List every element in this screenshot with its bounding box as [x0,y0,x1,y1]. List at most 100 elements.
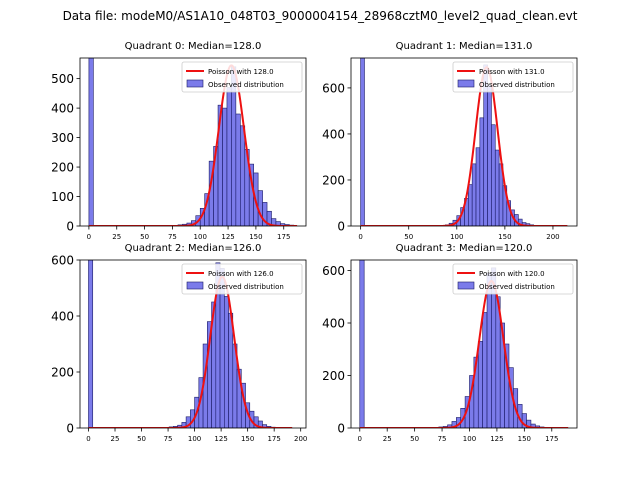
y-tick-label: 200 [51,161,74,175]
histogram-bar [360,58,365,226]
histogram-bar [88,58,94,226]
x-tick-label: 175 [545,435,558,443]
y-tick-label: 200 [322,369,345,383]
x-tick-label: 175 [267,435,280,443]
legend-line-label: Poisson with 128.0 [208,68,274,76]
histogram-bar [471,163,477,226]
x-tick-label: 75 [168,233,177,241]
y-tick-label: 0 [66,220,74,234]
x-tick-label: 200 [294,435,307,443]
x-tick-label: 0 [358,233,362,241]
histogram-bar [226,87,232,226]
x-tick-label: 175 [277,233,290,241]
axes-frame [79,57,307,227]
x-tick-label: 25 [383,435,392,443]
x-tick-label: 50 [410,435,419,443]
histogram-bar [491,124,496,226]
poisson-fit-line [88,64,298,226]
y-tick-label: 100 [51,190,74,204]
plot-area [88,58,298,226]
subplot-title: Quadrant 2: Median=126.0 [125,243,262,254]
histogram-bar [359,260,365,428]
legend-bar-label: Observed distribution [208,81,284,89]
x-tick-label: 100 [194,233,207,241]
x-tick-label: 25 [112,233,121,241]
x-tick-label: 150 [241,435,254,443]
y-tick-label: 0 [337,220,345,234]
legend-box [181,61,303,93]
plot-area [88,260,293,428]
histogram-bar [486,272,492,428]
subplot-title: Quadrant 0: Median=128.0 [125,41,262,52]
y-tick-label: 0 [66,422,74,436]
poisson-fit-line [359,279,569,428]
y-tick-label: 300 [51,131,74,145]
histogram-bar [468,184,473,226]
x-tick-label: 75 [164,435,173,443]
legend-box [452,263,574,295]
legend-bar-label: Observed distribution [208,283,284,291]
subplot-title: Quadrant 1: Median=131.0 [396,41,533,52]
x-tick-label: 50 [404,233,413,241]
y-tick-label: 600 [322,81,345,95]
histogram-bar [479,117,485,226]
histogram-bar [222,107,228,226]
y-tick-label: 400 [322,317,345,331]
x-tick-label: 150 [249,233,262,241]
plot-area [359,260,569,428]
y-tick-label: 500 [51,72,74,86]
quadrant-1-panel: 0 50 100 150 200 0 200 400 600 Quadrant 1: Median… [322,41,578,241]
histogram-bar [228,312,234,428]
axes-frame [350,259,578,429]
x-tick-label: 25 [111,435,120,443]
histogram-bar [475,147,481,226]
quadrant-0-panel: 0 25 50 75 100 125 150 175 0 100 200 300 400 500 Quadr… [51,41,307,241]
x-tick-label: 100 [463,435,476,443]
axes-frame [350,57,578,227]
x-tick-label: 100 [450,233,463,241]
legend-bar-label: Observed distribution [479,81,555,89]
y-tick-label: 600 [51,254,74,268]
x-tick-label: 125 [221,233,234,241]
x-tick-label: 100 [188,435,201,443]
legend-bar-swatch [457,79,475,88]
y-tick-label: 200 [51,366,74,380]
x-tick-label: 75 [438,435,447,443]
histogram-bar [487,85,492,226]
y-tick-label: 400 [51,310,74,324]
histogram-bar [240,125,246,226]
y-tick-label: 600 [322,264,345,278]
x-tick-label: 125 [490,435,503,443]
histogram-bar [224,296,229,428]
legend-box [181,263,303,295]
histogram-bar [88,260,94,428]
figure-title: Data file: modeM0/AS1A10_048T03_90000041… [62,9,578,23]
legend-line-label: Poisson with 131.0 [479,68,545,76]
quadrant-2-panel: 0 25 50 75 100 125 150 175 200 0 200 400 600 Quadrant… [51,243,307,443]
y-tick-label: 400 [322,127,345,141]
quadrant-3-panel: 0 25 50 75 100 125 150 175 0 200 400 600 Quadrant 3:… [322,243,578,443]
x-tick-label: 0 [358,435,362,443]
y-tick-label: 0 [337,422,345,436]
poisson-fit-line [88,275,293,428]
axes-frame [79,259,307,429]
x-tick-label: 0 [86,435,90,443]
x-tick-label: 150 [498,233,511,241]
legend-bar-label: Observed distribution [479,283,555,291]
legend-bar-swatch [186,281,204,290]
x-tick-label: 0 [87,233,91,241]
histogram-bar [494,149,500,226]
subplot-title: Quadrant 3: Median=120.0 [396,243,533,254]
legend-box [452,61,574,93]
x-tick-label: 125 [214,435,227,443]
histogram-bar [477,341,483,428]
y-tick-label: 400 [51,102,74,116]
y-tick-label: 200 [322,173,345,187]
x-tick-label: 200 [546,233,559,241]
legend-line-label: Poisson with 120.0 [479,270,545,278]
x-tick-label: 150 [518,435,531,443]
x-tick-label: 50 [140,233,149,241]
legend-bar-swatch [457,281,475,290]
legend-line-label: Poisson with 126.0 [208,270,274,278]
